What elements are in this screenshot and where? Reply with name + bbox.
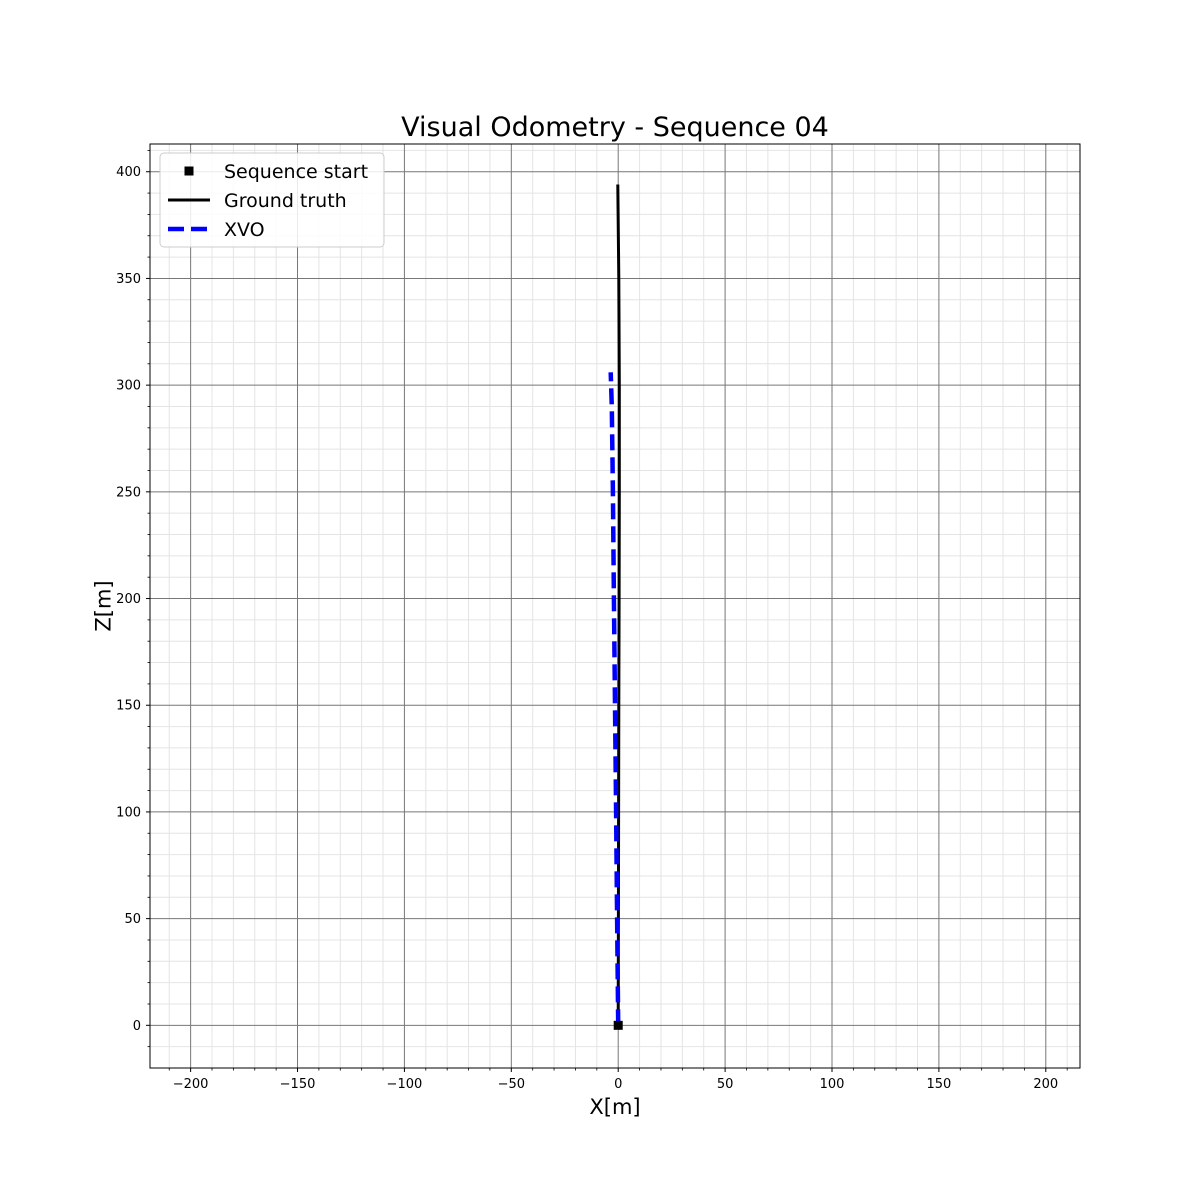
plot-frame bbox=[149, 143, 1081, 1069]
y-tick-label: 350 bbox=[116, 272, 141, 287]
y-tick-label: 400 bbox=[116, 165, 141, 180]
y-tick-label: 0 bbox=[133, 1019, 141, 1034]
y-tick-label: 200 bbox=[116, 592, 141, 607]
legend: Sequence start Ground truth XVO bbox=[159, 152, 385, 248]
x-tick-label: −200 bbox=[173, 1077, 209, 1092]
xvo-series-line bbox=[608, 372, 621, 1026]
x-tick-label: 150 bbox=[926, 1077, 951, 1092]
legend-box bbox=[159, 152, 385, 248]
minor-grid bbox=[150, 144, 1080, 1068]
y-tick-label: 300 bbox=[116, 379, 141, 394]
legend-label: XVO bbox=[224, 219, 265, 241]
x-tick-label: −150 bbox=[280, 1077, 316, 1092]
x-tick-label: 200 bbox=[1033, 1077, 1058, 1092]
x-tick-label: 50 bbox=[717, 1077, 734, 1092]
legend-label: Ground truth bbox=[224, 190, 347, 212]
legend-marker-sequence-start bbox=[184, 166, 194, 176]
legend-label: Sequence start bbox=[224, 161, 368, 183]
sequence-start-marker bbox=[613, 1020, 623, 1030]
x-tick-label: −100 bbox=[387, 1077, 423, 1092]
x-axis-label: X[m] bbox=[589, 1095, 640, 1119]
x-tick-label: 100 bbox=[820, 1077, 845, 1092]
x-tick-label: −50 bbox=[498, 1077, 525, 1092]
y-tick-label: 150 bbox=[116, 699, 141, 714]
y-tick-label: 100 bbox=[116, 805, 141, 820]
y-tick-label: 50 bbox=[124, 912, 141, 927]
chart-title: Visual Odometry - Sequence 04 bbox=[401, 112, 829, 143]
axis-ticks: −200 −150 −100 −50 0 50 100 150 200 0 50 100 150 200 2… bbox=[116, 150, 1068, 1092]
series-layer bbox=[608, 184, 623, 1030]
y-axis-label: Z[m] bbox=[91, 580, 115, 631]
x-tick-label: 0 bbox=[614, 1077, 622, 1092]
y-tick-label: 250 bbox=[116, 485, 141, 500]
